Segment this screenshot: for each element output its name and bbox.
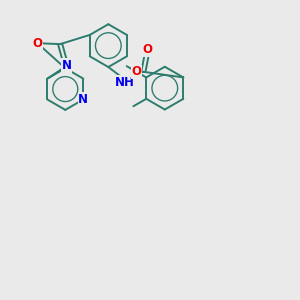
Text: NH: NH <box>114 76 134 89</box>
Text: O: O <box>32 37 42 50</box>
Text: N: N <box>78 93 88 106</box>
Text: O: O <box>142 43 152 56</box>
Text: N: N <box>62 59 72 72</box>
Text: O: O <box>131 65 142 78</box>
